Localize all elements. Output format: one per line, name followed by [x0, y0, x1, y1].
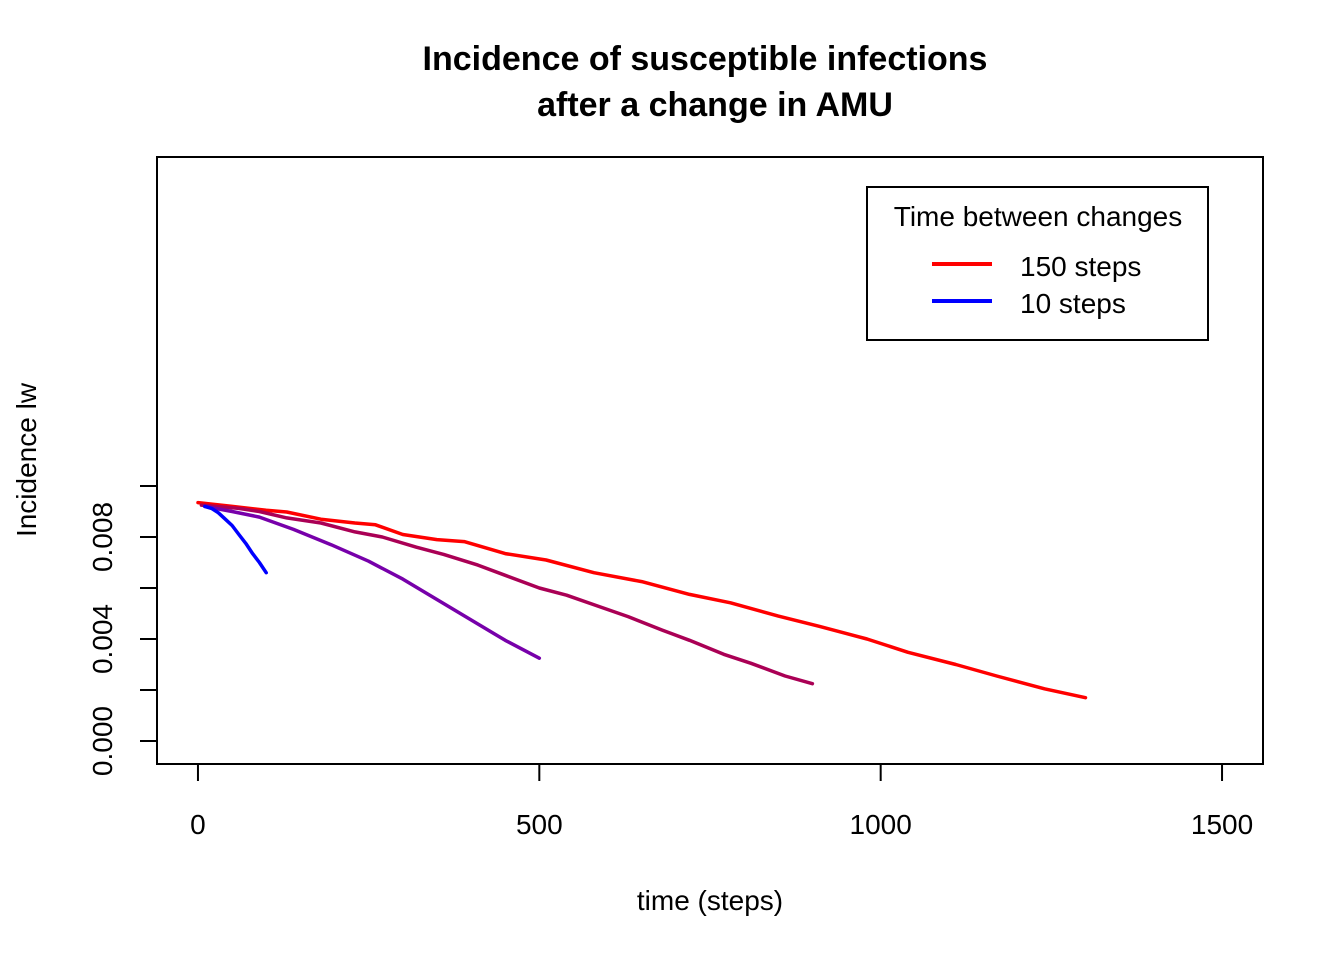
legend-title: Time between changes [894, 201, 1182, 232]
x-tick-label: 0 [190, 809, 206, 840]
series-line-2 [203, 504, 542, 660]
x-tick-label: 1500 [1191, 809, 1253, 840]
series-line-0 [196, 500, 1088, 700]
y-tick-label: 0.000 [87, 706, 118, 776]
x-axis-label: time (steps) [637, 885, 783, 916]
x-tick-label: 500 [516, 809, 563, 840]
legend-label-150-steps: 150 steps [1020, 251, 1141, 282]
legend-label-10-steps: 10 steps [1020, 288, 1126, 319]
series-layer [196, 500, 1088, 700]
x-tick-label: 1000 [850, 809, 912, 840]
chart-title-line-1: Incidence of susceptible infections [423, 40, 988, 78]
chart-title-line-2: after a change in AMU [537, 86, 893, 124]
y-tick-label: 0.004 [87, 604, 118, 674]
y-tick-label: 0.008 [87, 502, 118, 572]
legend: Time between changes 150 steps 10 steps [866, 186, 1209, 341]
series-line-3 [203, 504, 268, 575]
y-axis: 0.000 0.004 0.008 [87, 485, 158, 776]
x-axis: 0 500 1000 1500 [190, 763, 1253, 840]
series-line-1 [199, 503, 815, 686]
legend-box [866, 186, 1209, 341]
y-axis-label: Incidence lw [11, 382, 42, 537]
